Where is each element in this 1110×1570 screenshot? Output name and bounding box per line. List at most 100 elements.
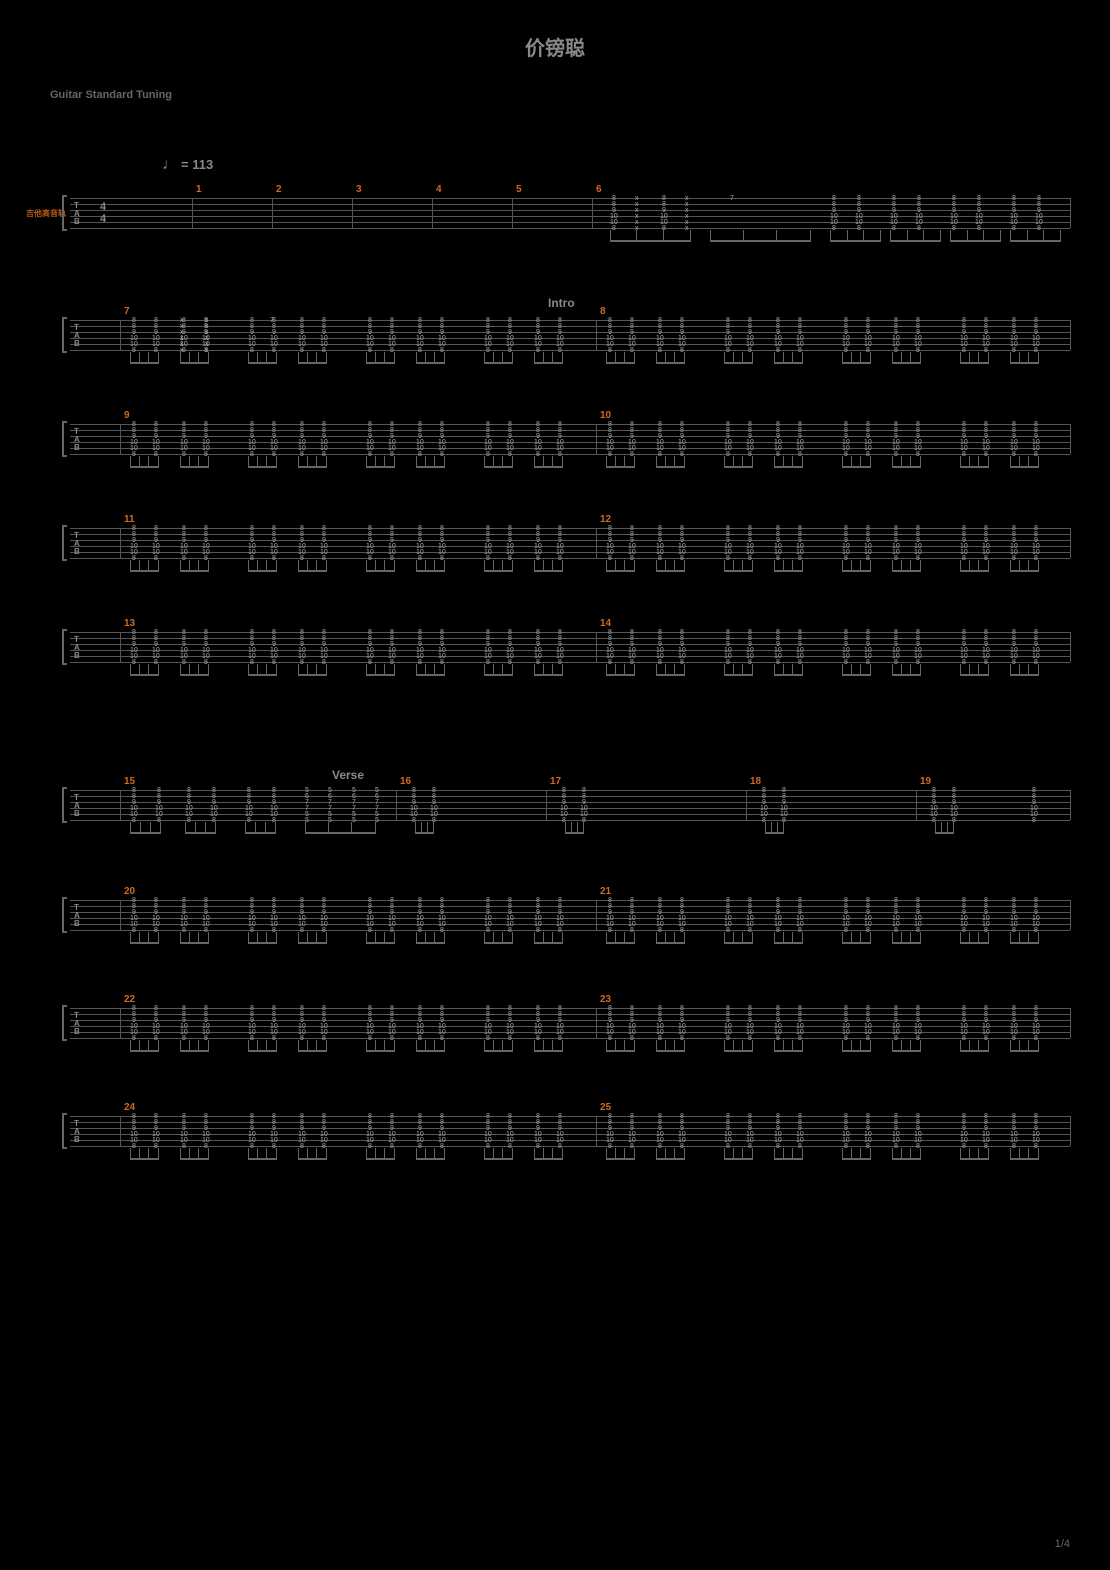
beam bbox=[774, 1040, 802, 1052]
beam bbox=[248, 1040, 276, 1052]
barline bbox=[746, 790, 747, 820]
fret-column: 88910108 bbox=[914, 526, 922, 562]
fret-column: 88910108 bbox=[180, 422, 188, 458]
fret-column: 88910108 bbox=[320, 898, 328, 934]
fret-column: 88910108 bbox=[556, 422, 564, 458]
fret-column: 88910108 bbox=[388, 898, 396, 934]
beam bbox=[724, 1040, 752, 1052]
tab-staff: TAB8891010888910108889101088891010888910… bbox=[70, 424, 1070, 454]
fret-column: 88910108 bbox=[438, 318, 446, 354]
beam bbox=[484, 560, 512, 572]
fret-column: 88910108 bbox=[746, 898, 754, 934]
fret-column: 88910108 bbox=[864, 898, 872, 934]
fret-column: 88910108 bbox=[1010, 422, 1018, 458]
beam bbox=[842, 456, 870, 468]
fret-column: 88910108 bbox=[796, 526, 804, 562]
fret-column: 88910108 bbox=[556, 630, 564, 666]
beam bbox=[1010, 664, 1038, 676]
beam bbox=[1010, 456, 1038, 468]
fret-column: 88910108 bbox=[202, 422, 210, 458]
beam bbox=[534, 664, 562, 676]
fret-column: 88910108 bbox=[1032, 898, 1040, 934]
beam bbox=[366, 664, 394, 676]
staff-bracket bbox=[62, 897, 67, 933]
beam bbox=[248, 352, 276, 364]
beam bbox=[1010, 932, 1038, 944]
fret-column: 88910108 bbox=[960, 630, 968, 666]
fret-column: 88910108 bbox=[298, 898, 306, 934]
fret-column: 88910108 bbox=[248, 898, 256, 934]
measure-number: 3 bbox=[356, 184, 362, 195]
fret-column: 88910108 bbox=[724, 1114, 732, 1150]
fret-column: 88910108 bbox=[388, 526, 396, 562]
measure-number: 23 bbox=[600, 994, 611, 1005]
fret-column: 88910108 bbox=[152, 526, 160, 562]
fret-column: 88910108 bbox=[724, 630, 732, 666]
tab-clef: TAB bbox=[74, 428, 80, 452]
beam bbox=[298, 352, 326, 364]
fret-column: 88910108 bbox=[416, 630, 424, 666]
measure-number: 8 bbox=[600, 306, 606, 317]
fret-column: 88910108 bbox=[796, 630, 804, 666]
beam bbox=[1010, 1148, 1038, 1160]
barline bbox=[596, 632, 597, 662]
fret-column: 88910108 bbox=[388, 1114, 396, 1150]
fret-column: 88910108 bbox=[130, 898, 138, 934]
fret-column: 88910108 bbox=[982, 630, 990, 666]
tab-staff: TAB8891010888910108889101088891010888910… bbox=[70, 632, 1070, 662]
fret-column: 88910108 bbox=[484, 1006, 492, 1042]
fret-column: 88910108 bbox=[915, 196, 923, 232]
fret-column: 88910108 bbox=[842, 898, 850, 934]
beam bbox=[366, 456, 394, 468]
tab-clef: TAB bbox=[74, 202, 80, 226]
measure-number: 17 bbox=[550, 776, 561, 787]
fret-column: 88910108 bbox=[248, 630, 256, 666]
fret-column: 88910108 bbox=[245, 788, 253, 824]
fret-column: 88910108 bbox=[678, 1006, 686, 1042]
beam bbox=[656, 932, 684, 944]
fret-column: 88910108 bbox=[864, 318, 872, 354]
barline bbox=[916, 790, 917, 820]
fret-column: 88910108 bbox=[180, 1114, 188, 1150]
measure-number: 22 bbox=[124, 994, 135, 1005]
beam bbox=[130, 932, 158, 944]
fret-column: 88910108 bbox=[1010, 196, 1018, 232]
fret-column: 88910108 bbox=[366, 898, 374, 934]
fret-column: 88910108 bbox=[270, 1006, 278, 1042]
beam bbox=[606, 1040, 634, 1052]
fret-column: 88910108 bbox=[202, 526, 210, 562]
fret-column: 88910108 bbox=[960, 898, 968, 934]
barline bbox=[1070, 198, 1071, 228]
beam bbox=[892, 932, 920, 944]
fret-column: xxxxxx bbox=[635, 196, 639, 232]
fret-column: 567755 bbox=[352, 788, 356, 824]
fret-column: 88910108 bbox=[506, 630, 514, 666]
fret-column: 88910108 bbox=[950, 788, 958, 824]
beam bbox=[1010, 560, 1038, 572]
fret-column: 88910108 bbox=[950, 196, 958, 232]
beam bbox=[415, 822, 433, 834]
measure-number: 5 bbox=[516, 184, 522, 195]
beam bbox=[606, 456, 634, 468]
fret-column: 88910108 bbox=[1032, 630, 1040, 666]
fret-column: 88910108 bbox=[774, 422, 782, 458]
beam bbox=[606, 352, 634, 364]
fret-column: 88910108 bbox=[438, 898, 446, 934]
fret-column: 88910108 bbox=[320, 1114, 328, 1150]
barline bbox=[592, 198, 593, 228]
beam bbox=[892, 1040, 920, 1052]
fret-column: 88910108 bbox=[202, 898, 210, 934]
fret-column: 88910108 bbox=[180, 898, 188, 934]
beam bbox=[606, 664, 634, 676]
beam bbox=[534, 560, 562, 572]
fret-column: 88910108 bbox=[130, 1006, 138, 1042]
fret-column: 88910108 bbox=[628, 1114, 636, 1150]
beam bbox=[842, 932, 870, 944]
fret-column: xxxxxx bbox=[180, 318, 184, 354]
beam bbox=[710, 230, 810, 242]
fret-column: 88910108 bbox=[506, 526, 514, 562]
beam bbox=[130, 1148, 158, 1160]
fret-column: 88910108 bbox=[656, 1006, 664, 1042]
fret-column: 88910108 bbox=[724, 422, 732, 458]
fret-column: 88910108 bbox=[430, 788, 438, 824]
